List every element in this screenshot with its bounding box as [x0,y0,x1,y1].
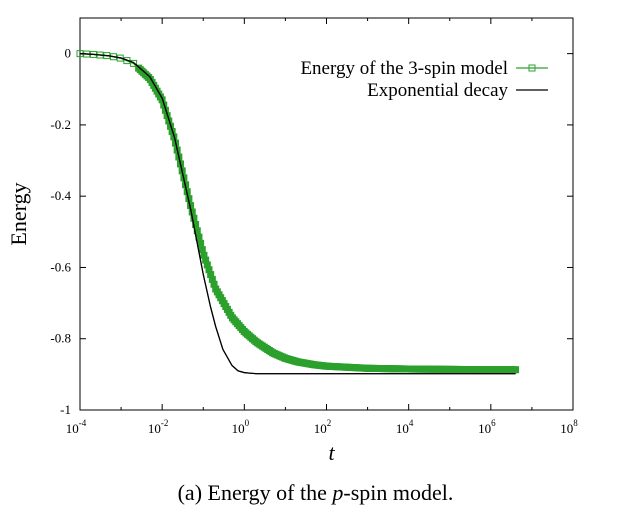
y-tick-label: -0.2 [50,117,71,132]
legend-label: Exponential decay [367,80,508,101]
x-axis-title: t [328,440,335,465]
series-energy-line [79,52,516,371]
caption-suffix: -spin model. [343,480,454,505]
x-tick-label: 102 [314,418,332,436]
x-tick-label: 108 [560,418,578,436]
legend-label: Energy of the 3-spin model [300,58,508,79]
energy-data-point [130,59,138,67]
x-tick-label: 106 [478,418,496,436]
x-tick-label: 100 [232,418,250,436]
chart: 0 -0.2 -0.4 -0.6 -0.8 -110-4 10-2 100 102 104 106 1… [6,17,578,465]
x-tick-label: 10-2 [148,418,169,436]
figure-caption: (a) Energy of the p-spin model. [0,480,631,506]
caption-prefix: (a) Energy of the [177,480,333,505]
y-tick-label: -0.6 [50,259,71,274]
x-tick-label: 10-4 [66,418,87,436]
y-tick-label: -1 [60,402,71,417]
y-tick-label: -0.8 [50,331,71,346]
series-exponential-line-overlay [79,53,516,375]
series-exponential-line [79,53,516,375]
legend-marker [528,64,536,72]
x-tick-label: 104 [396,418,414,436]
y-tick-label: 0 [65,46,72,61]
caption-italic: p [332,480,344,505]
y-tick-label: -0.4 [50,188,71,203]
y-axis-title: Energy [6,182,31,245]
